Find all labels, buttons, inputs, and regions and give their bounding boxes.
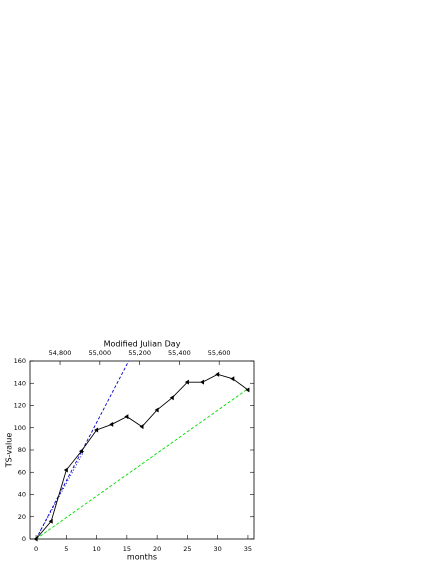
marker bbox=[169, 395, 174, 401]
marker bbox=[215, 371, 220, 377]
x2-tick-label: 55,000 bbox=[88, 349, 111, 357]
series-line bbox=[35, 388, 249, 540]
marker bbox=[94, 427, 99, 433]
x2-tick-label: 54,800 bbox=[49, 349, 72, 357]
x-tick-label: 15 bbox=[123, 545, 131, 553]
x-tick-label: 35 bbox=[244, 545, 252, 553]
y-tick-label: 140 bbox=[14, 379, 26, 387]
y-tick-label: 20 bbox=[18, 513, 26, 521]
marker bbox=[124, 414, 129, 420]
y-tick-label: 160 bbox=[14, 357, 26, 365]
y-tick-label: 60 bbox=[18, 468, 26, 476]
x-tick-label: 20 bbox=[153, 545, 161, 553]
x2-tick-label: 55,400 bbox=[168, 349, 191, 357]
x-tick-label: 0 bbox=[34, 545, 38, 553]
x2-tick-label: 55,200 bbox=[128, 349, 151, 357]
series-line bbox=[35, 449, 85, 540]
marker bbox=[154, 407, 159, 413]
y-axis-label: TS-value bbox=[5, 433, 14, 469]
marker bbox=[63, 467, 68, 473]
y-tick-label: 100 bbox=[14, 424, 26, 432]
y-tick-label: 40 bbox=[18, 491, 26, 499]
x2-axis-label: Modified Julian Day bbox=[104, 340, 181, 349]
y-tick-label: 80 bbox=[18, 446, 26, 454]
x2-tick-label: 55,600 bbox=[208, 349, 231, 357]
marker bbox=[139, 424, 144, 430]
series-line bbox=[35, 373, 249, 540]
marker bbox=[200, 379, 205, 385]
marker bbox=[230, 376, 235, 382]
marker bbox=[33, 536, 38, 542]
y-tick-label: 0 bbox=[22, 535, 26, 543]
x-tick-label: 5 bbox=[64, 545, 68, 553]
marker bbox=[48, 518, 53, 524]
plot-frame bbox=[29, 360, 255, 540]
marker bbox=[245, 387, 250, 393]
y-tick-label: 120 bbox=[14, 402, 26, 410]
x-tick-label: 25 bbox=[183, 545, 191, 553]
marker bbox=[184, 379, 189, 385]
x-tick-label: 30 bbox=[214, 545, 222, 553]
x-axis-label: months bbox=[127, 553, 157, 562]
marker bbox=[78, 448, 83, 454]
marker bbox=[109, 421, 114, 427]
x-tick-label: 10 bbox=[92, 545, 100, 553]
